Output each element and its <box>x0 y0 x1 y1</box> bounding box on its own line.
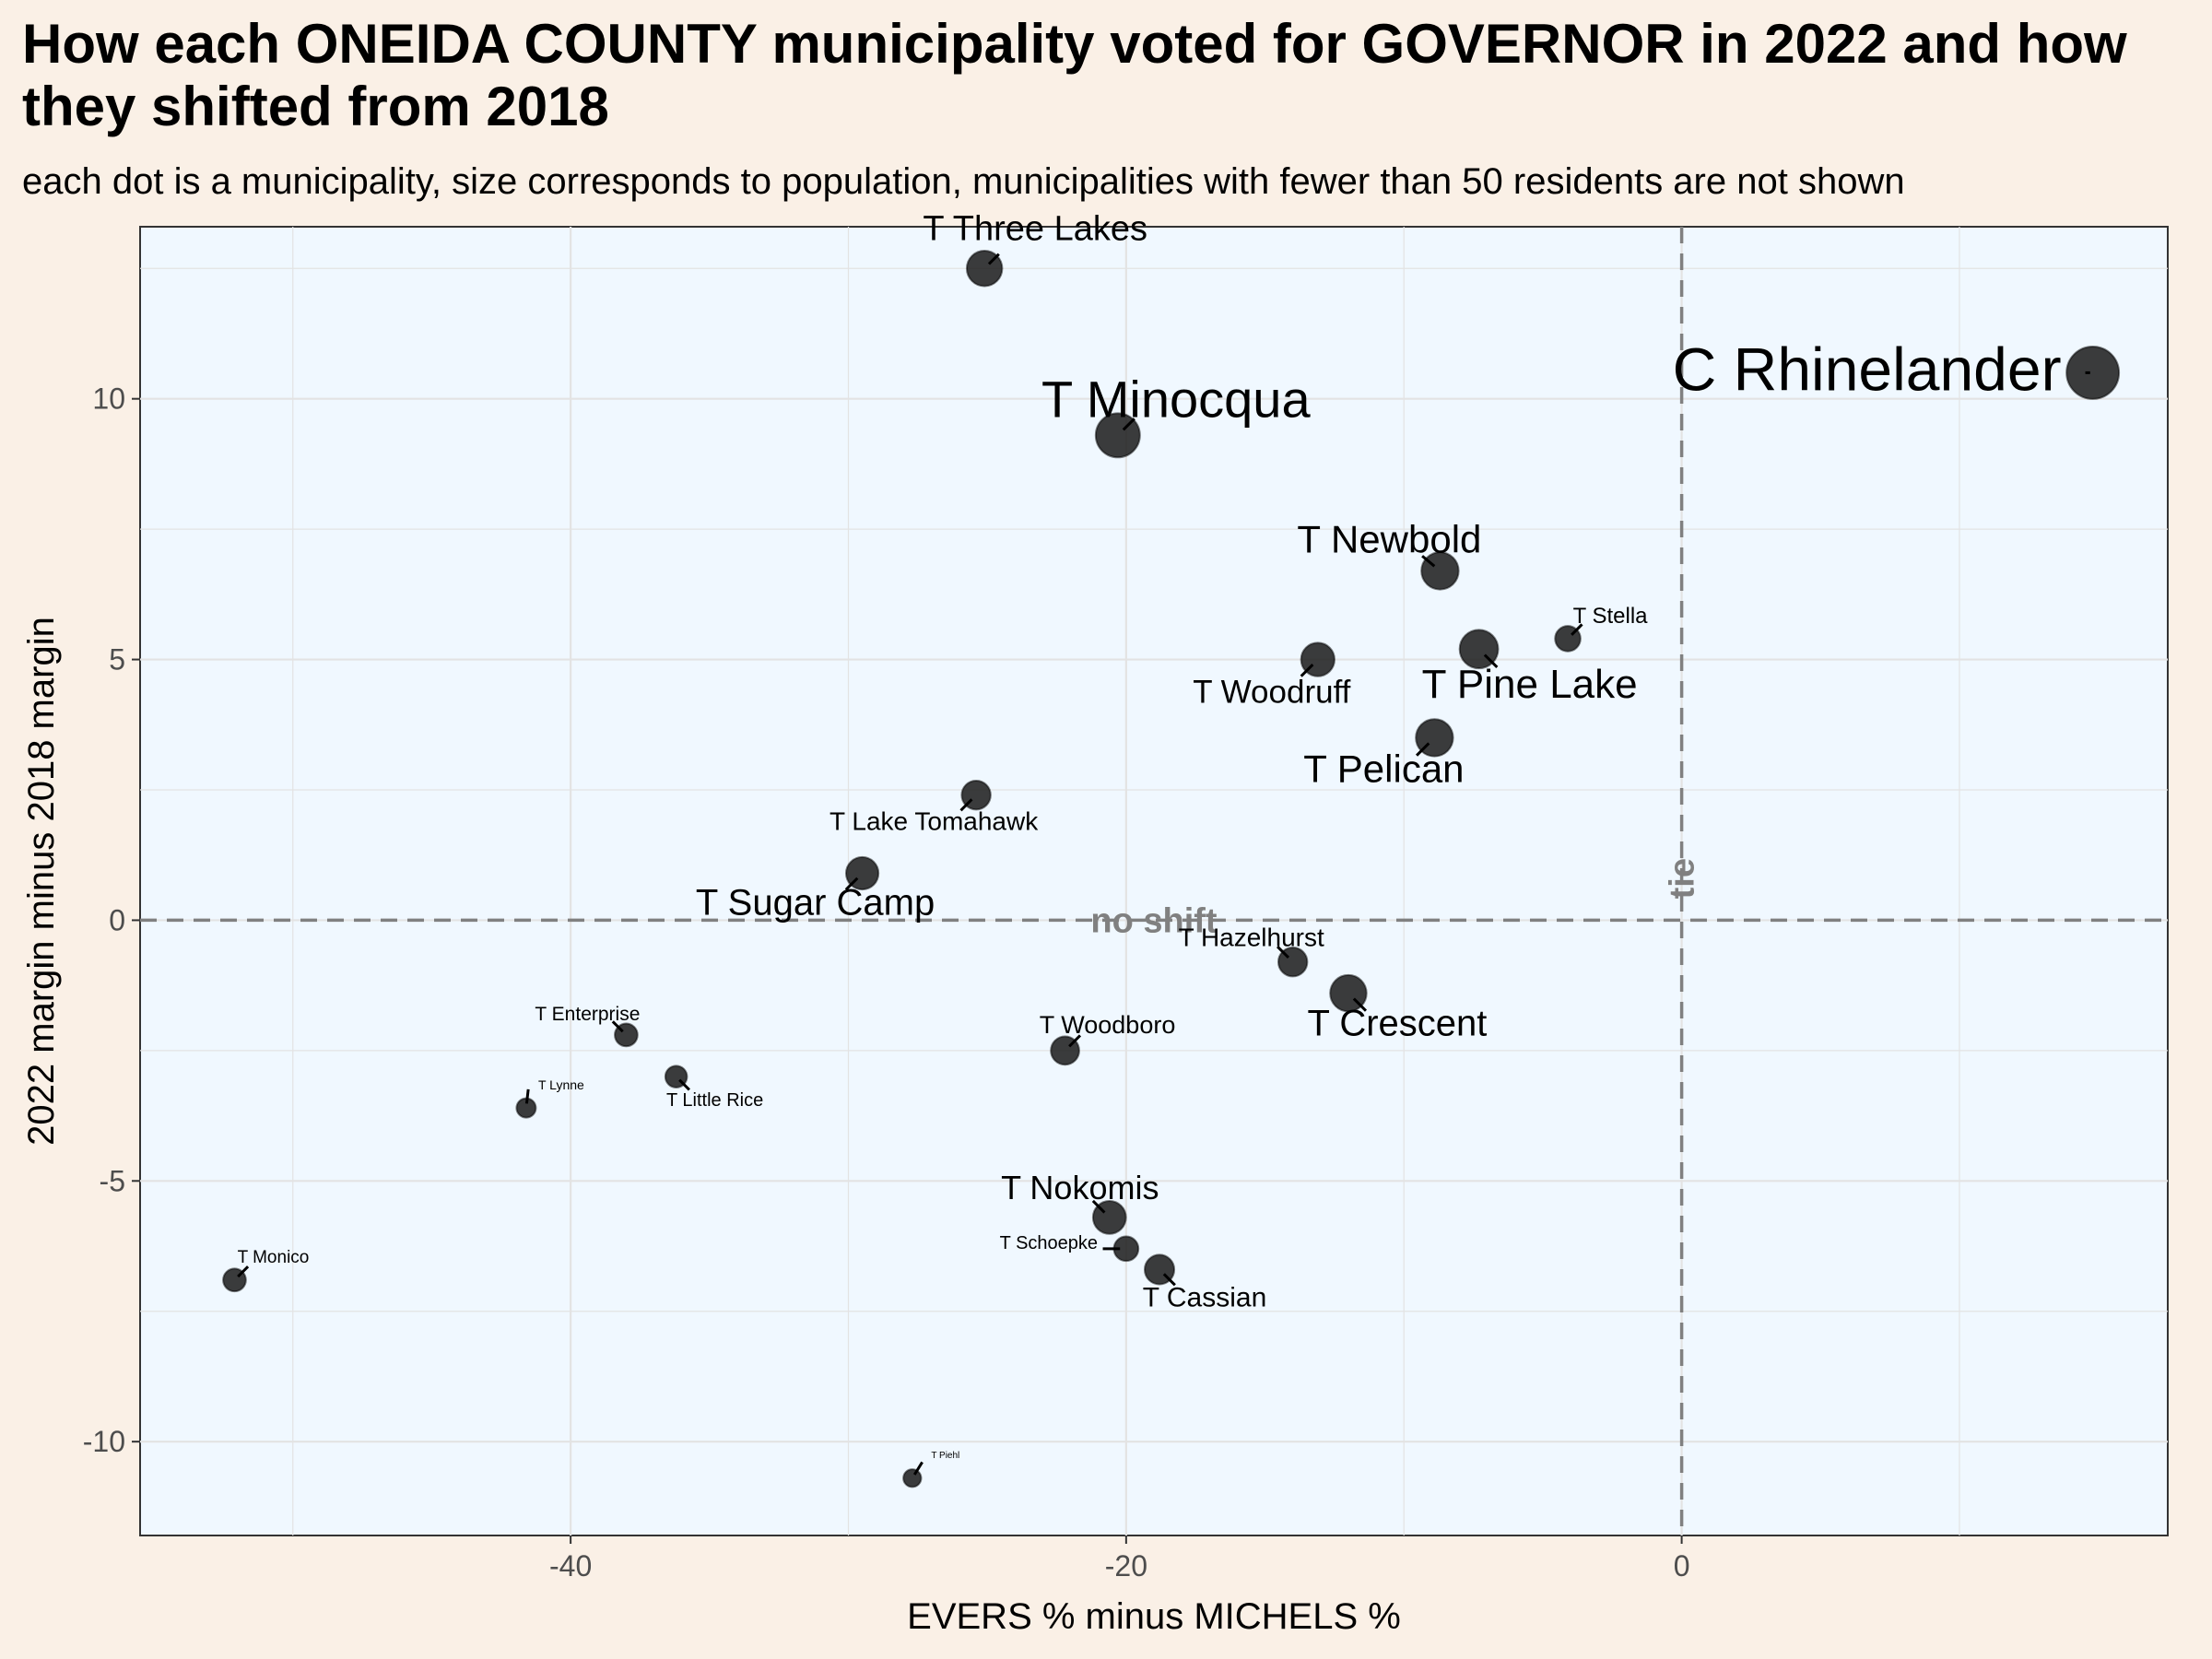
plot-panel <box>139 226 2169 1536</box>
y-axis-label: 2022 margin minus 2018 margin <box>21 617 62 1146</box>
data-point <box>959 779 992 812</box>
label-leader <box>844 877 859 891</box>
y-tick-label: -5 <box>100 1164 125 1197</box>
label-leader <box>1122 418 1135 431</box>
label-leader <box>1091 1199 1106 1214</box>
point-label: T Newbold <box>1297 517 1481 560</box>
point-label: T Schoepke <box>1000 1233 1098 1253</box>
data-point <box>1050 1034 1082 1066</box>
point-label: T Nokomis <box>1001 1169 1159 1206</box>
data-point <box>611 1020 639 1048</box>
label-leader <box>237 1265 250 1278</box>
label-leader <box>1352 997 1368 1012</box>
point-label: T Cassian <box>1143 1282 1267 1312</box>
label-leader <box>524 1088 530 1104</box>
point-label: T Stella <box>1573 604 1649 629</box>
data-point <box>1277 946 1309 978</box>
data-point <box>1415 718 1454 758</box>
x-axis-label: EVERS % minus MICHELS % <box>907 1596 1401 1637</box>
label-leader <box>987 253 1000 265</box>
point-label: T Minocqua <box>1041 370 1311 428</box>
point-label: C Rhinelander <box>1673 335 2062 403</box>
point-marker <box>902 1468 923 1488</box>
x-tick-label: -20 <box>1105 1549 1147 1583</box>
point-label: T Lake Tomahawk <box>830 807 1039 836</box>
point-label: T Little Rice <box>666 1090 763 1111</box>
label-leader <box>678 1078 690 1091</box>
axis-ticks: -40 -20 0 -10 -5 0 5 10 <box>83 382 1690 1583</box>
data-point <box>1143 1253 1176 1287</box>
point-label: T Sugar Camp <box>696 883 935 924</box>
tie-label: tie <box>1664 858 1702 899</box>
gridlines <box>140 227 2168 1535</box>
label-leader <box>1068 1034 1082 1048</box>
point-label: T Woodruff <box>1193 675 1350 711</box>
point-label: T Three Lakes <box>923 209 1147 248</box>
point-label: T Woodboro <box>1040 1011 1176 1039</box>
label-leader <box>1571 623 1583 636</box>
data-point <box>664 1065 690 1091</box>
label-leader <box>1483 653 1499 669</box>
y-tick-label: 0 <box>109 903 125 936</box>
data-point <box>902 1461 924 1488</box>
label-leader <box>1162 1273 1176 1287</box>
point-marker <box>2065 345 2121 400</box>
label-leader <box>611 1020 624 1033</box>
point-labels: T Three Lakes C Rhinelander T Minocqua T Ne… <box>238 209 2062 1461</box>
data-point <box>222 1265 250 1293</box>
data-point <box>1094 412 1141 459</box>
reference-lines: no shift tie <box>140 227 2168 1535</box>
point-label: T Monico <box>238 1248 310 1267</box>
label-leader <box>1300 663 1314 677</box>
y-tick-label: 5 <box>109 643 125 677</box>
point-label: T Crescent <box>1308 1004 1488 1044</box>
point-label: T Hazelhurst <box>1179 924 1324 952</box>
data-point <box>1091 1199 1127 1235</box>
y-tick-label: 10 <box>92 382 125 416</box>
data-point <box>1300 641 1335 677</box>
data-point <box>1329 973 1368 1013</box>
data-point <box>1554 623 1583 653</box>
x-tick-label: -40 <box>549 1549 592 1583</box>
data-point <box>965 250 1004 288</box>
point-label: T Piehl <box>931 1451 959 1461</box>
data-point <box>515 1088 537 1119</box>
label-leader <box>912 1461 924 1476</box>
data-point <box>1458 629 1500 670</box>
data-point <box>1102 1235 1140 1263</box>
point-label: T Pine Lake <box>1422 662 1638 707</box>
y-tick-label: -10 <box>83 1425 125 1458</box>
label-leader <box>1416 742 1430 757</box>
x-tick-label: 0 <box>1674 1549 1690 1583</box>
point-label: T Lynne <box>538 1077 584 1092</box>
label-leader <box>1421 555 1436 568</box>
no-shift-label: no shift <box>1090 901 1218 940</box>
data-point <box>844 855 880 891</box>
data-points <box>222 250 2121 1488</box>
chart-subtitle: each dot is a municipality, size corresp… <box>22 161 1905 202</box>
label-leader <box>959 798 973 812</box>
data-point <box>2065 345 2121 400</box>
chart-title: How each ONEIDA COUNTY municipality vote… <box>22 13 2127 137</box>
data-point <box>1420 551 1460 591</box>
point-label: T Enterprise <box>535 1004 640 1025</box>
point-label: T Pelican <box>1303 747 1464 790</box>
label-leader <box>1277 946 1290 959</box>
